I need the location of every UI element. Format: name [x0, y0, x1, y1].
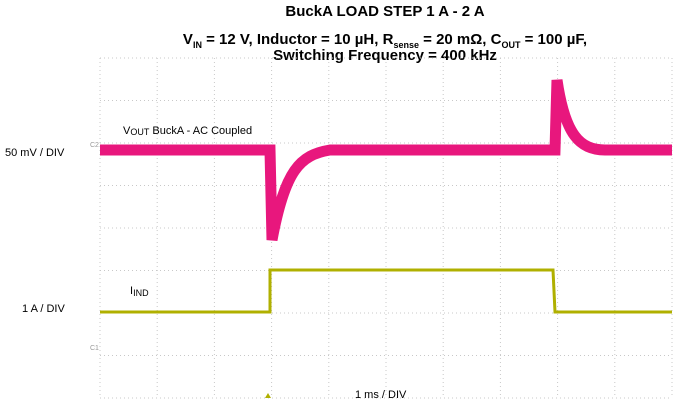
vout-trace [100, 79, 672, 242]
subtitle: VIN = 12 V, Inductor = 10 µH, Rsense = 2… [183, 31, 587, 50]
grid [99, 57, 673, 399]
subtitle-part: V [183, 31, 193, 48]
bottom-scale: 1 A / DIV [22, 303, 65, 315]
subtitle-sub: OUT [501, 40, 521, 50]
subtitle-sub: IN [193, 40, 202, 50]
subtitle-part: = 12 V, Inductor = 10 µH, R [202, 31, 394, 48]
label-sub: IND [133, 288, 149, 298]
label-part: V [123, 125, 131, 137]
vout-label: VOUT BuckA - AC Coupled [123, 125, 252, 137]
label-part: I [130, 285, 133, 297]
channel-marker: C2 [90, 142, 99, 149]
label-part: BuckA - AC Coupled [149, 125, 252, 137]
iind-trace [100, 268, 672, 314]
label-sub: OUT [130, 127, 150, 137]
channel-marker: C1 [90, 345, 99, 352]
subtitle-part: = 20 mΩ, C [419, 31, 502, 48]
subtitle-line2: Switching Frequency = 400 kHz [273, 47, 497, 64]
subtitle-sub: sense [393, 40, 419, 50]
iind-label: IIND [130, 285, 149, 298]
title: BuckA LOAD STEP 1 A - 2 A [285, 3, 484, 20]
time-scale: 1 ms / DIV [355, 389, 407, 401]
subtitle-part: = 100 µF, [520, 31, 587, 48]
top-scale: 50 mV / DIV [5, 147, 65, 159]
trigger-marker [265, 393, 271, 398]
